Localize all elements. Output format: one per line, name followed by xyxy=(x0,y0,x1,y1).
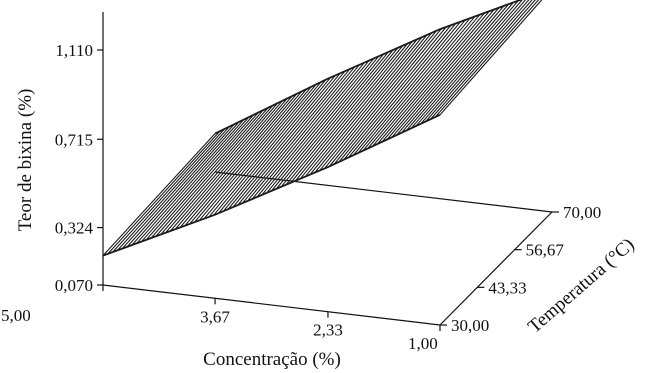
surface-mesh-line xyxy=(189,91,303,225)
surface-mesh-line xyxy=(242,66,356,204)
surface-mesh-line xyxy=(405,0,519,131)
surface-mesh-line xyxy=(280,49,394,188)
y-tick-label: 70,00 xyxy=(563,203,601,222)
x-tick-label: 2,33 xyxy=(313,321,343,340)
surface-mesh-line xyxy=(256,60,370,198)
surface-mesh-line xyxy=(131,119,245,246)
z-tick-label: 0,070 xyxy=(55,276,93,295)
surface-mesh-line xyxy=(386,7,500,140)
y-axis-line xyxy=(439,211,553,326)
surface-edge-back xyxy=(214,0,523,135)
surface-mesh-line xyxy=(198,86,312,221)
surface-mesh-line xyxy=(304,38,418,178)
surface-mesh-line xyxy=(439,0,543,116)
surface-mesh-line xyxy=(372,12,486,147)
x-tick-label: 1,00 xyxy=(408,334,438,353)
surface-mesh-line xyxy=(165,102,279,234)
x-axis-title: Concentração (%) xyxy=(203,349,341,370)
surface-mesh-line xyxy=(266,55,380,194)
surface-mesh-line xyxy=(126,121,240,248)
surface-mesh-line xyxy=(155,107,269,237)
surface-mesh-line xyxy=(169,100,283,232)
surface-mesh-line xyxy=(208,81,322,218)
surface-mesh-line xyxy=(415,0,527,127)
surface-mesh-line xyxy=(401,2,514,134)
z-ticks: 0,070 0,324 0,715 1,110 xyxy=(55,41,103,295)
surface-edge-front xyxy=(102,114,441,257)
surface-mesh-line xyxy=(194,88,307,223)
z-tick-label: 1,110 xyxy=(55,41,93,60)
surface-mesh-line xyxy=(184,93,298,227)
surface-mesh-line xyxy=(376,10,490,145)
y-tick-label: 56,67 xyxy=(526,241,565,260)
surface-mesh-line xyxy=(352,19,466,156)
surface-mesh-line xyxy=(396,3,510,136)
surface-mesh-line xyxy=(290,45,404,184)
surface-mesh-line xyxy=(107,130,221,255)
surface-mesh-line xyxy=(203,84,317,220)
surface-mesh-line xyxy=(261,58,375,196)
surface-mesh-line xyxy=(299,41,413,180)
surface-mesh-line xyxy=(227,72,341,210)
surface-mesh xyxy=(102,0,543,257)
surface-mesh-line xyxy=(391,5,505,138)
surface-mesh-line xyxy=(381,9,495,143)
x-tick-label: 3,67 xyxy=(200,307,230,326)
surface-mesh-line xyxy=(174,98,288,230)
surface-mesh-line xyxy=(343,23,457,161)
surface-mesh-line xyxy=(102,133,216,256)
surface-mesh-line xyxy=(247,64,360,202)
surface-mesh-line xyxy=(150,109,264,239)
surface-mesh-line xyxy=(121,123,235,249)
x-tick-label: 5,00 xyxy=(1,306,31,325)
axes xyxy=(102,12,553,326)
x-ticks: 5,00 3,67 2,33 1,00 xyxy=(1,285,441,353)
surface-mesh-line xyxy=(357,17,471,154)
surface-mesh-line xyxy=(136,116,250,244)
surface-mesh-line xyxy=(367,14,481,149)
back-floor-edge xyxy=(214,171,553,213)
surface-mesh-line xyxy=(141,114,254,242)
surface-mesh-line xyxy=(362,16,476,152)
surface-mesh-line xyxy=(333,26,447,165)
surface-mesh-line xyxy=(324,30,437,169)
surface-mesh-line xyxy=(112,128,226,253)
surface-mesh-line xyxy=(309,36,423,175)
z-axis-title: Teor de bixina (%) xyxy=(15,89,36,232)
surface-mesh-line xyxy=(410,0,523,129)
surface-mesh-line xyxy=(348,21,461,158)
surface-mesh-line xyxy=(218,77,331,214)
surface-mesh-line xyxy=(314,34,428,173)
surface-mesh-line xyxy=(319,32,433,171)
surface-mesh-line xyxy=(420,0,530,125)
surface-mesh-line xyxy=(160,105,274,235)
surface-mesh-line xyxy=(285,47,399,186)
surface-mesh-line xyxy=(117,126,230,251)
y-tick-label: 30,00 xyxy=(451,316,489,335)
surface-mesh-line xyxy=(429,0,536,120)
surface-mesh-line xyxy=(179,95,293,228)
surface-mesh-line xyxy=(271,53,384,192)
surface-mesh-line xyxy=(338,24,452,163)
surface-mesh-line xyxy=(425,0,533,122)
z-tick-label: 0,715 xyxy=(55,130,93,149)
x-axis-line xyxy=(102,284,441,326)
surface-mesh-line xyxy=(295,43,408,182)
z-tick-label: 0,324 xyxy=(55,219,94,238)
surface-mesh-line xyxy=(145,112,259,241)
y-tick-label: 43,33 xyxy=(488,278,526,297)
surface-mesh-line xyxy=(232,70,346,208)
surface-mesh-line xyxy=(328,28,442,167)
surface-mesh-line xyxy=(222,75,336,212)
surface-mesh-line xyxy=(275,51,389,190)
surface-mesh-line xyxy=(251,62,365,200)
surface-mesh-line xyxy=(434,0,540,118)
surface-mesh-line xyxy=(213,79,327,216)
surface-mesh-line xyxy=(237,68,351,206)
